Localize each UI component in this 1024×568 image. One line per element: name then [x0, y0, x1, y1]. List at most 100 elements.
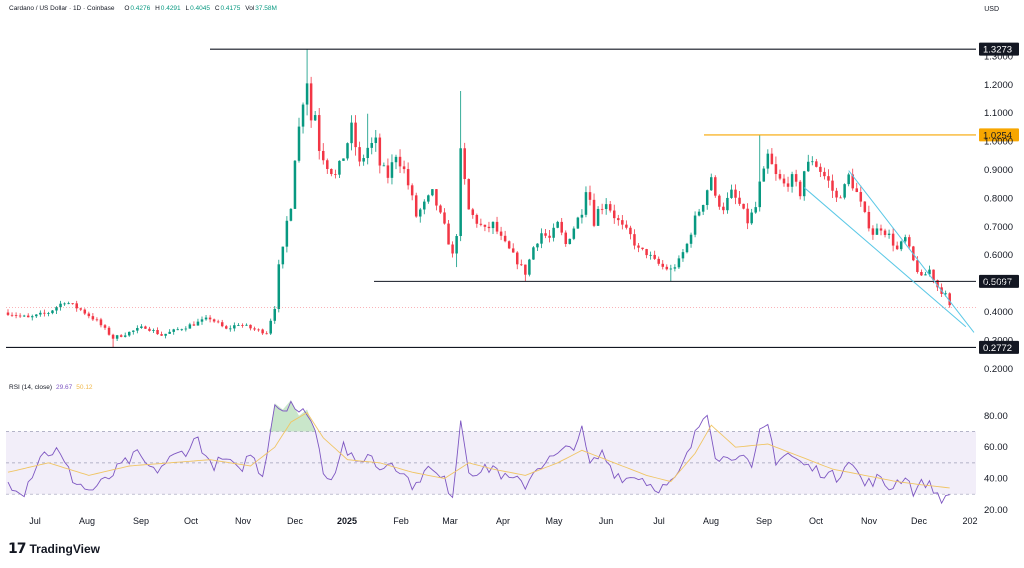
candle-body	[479, 223, 483, 225]
price-axis[interactable]: 0.2000 0.3000 0.4000 0.5000 0.6000 0.7000 0.80…	[984, 51, 1013, 374]
rsi-title[interactable]: RSI (14, close)	[9, 384, 52, 391]
candle-body	[507, 241, 511, 249]
candle-body	[596, 208, 600, 226]
candle-body	[358, 147, 361, 162]
candle-body	[649, 254, 652, 256]
candle-body	[269, 320, 272, 334]
candle-body	[895, 245, 899, 250]
candle-body	[774, 164, 778, 175]
candle-body	[742, 203, 745, 209]
candle-body	[786, 183, 790, 187]
candle-body	[43, 312, 46, 314]
candle-body	[528, 259, 531, 275]
candle-body	[91, 316, 95, 320]
candle-body	[718, 195, 721, 207]
candle-body	[709, 177, 713, 191]
candle-body	[600, 208, 604, 210]
candle-body	[722, 206, 725, 211]
candle-body	[107, 327, 111, 335]
wedge-upper-line	[848, 170, 975, 333]
time-tick-8: Mar	[442, 516, 458, 526]
candle-body	[257, 329, 260, 331]
price-tick-2: 0.4000	[984, 307, 1013, 318]
candle-body	[770, 153, 774, 165]
candle-body	[285, 220, 289, 247]
symbol-title[interactable]: Cardano / US Dollar · 1D · Coinbase	[9, 5, 115, 12]
candle-body	[6, 312, 10, 315]
candle-body	[354, 122, 357, 148]
price-tick-10: 1.2000	[984, 80, 1013, 91]
candle-body	[730, 189, 733, 198]
candle-body	[903, 237, 907, 242]
candle-body	[35, 314, 38, 317]
rsi-tick-3: 20.00	[984, 505, 1008, 516]
candle-body	[378, 137, 382, 166]
candle-body	[22, 315, 26, 317]
candle-body	[855, 188, 859, 193]
time-tick-15: Oct	[809, 516, 824, 526]
candle-body	[164, 333, 167, 336]
price-tick-7: 0.9000	[984, 165, 1013, 176]
candle-body	[847, 174, 850, 185]
candle-body	[152, 330, 155, 331]
candle-body	[233, 325, 236, 329]
candle-body	[289, 208, 293, 221]
support-mid-label: 0.5097	[983, 277, 1012, 288]
candle-body	[536, 243, 539, 248]
candle-body	[475, 214, 479, 224]
candle-body	[705, 190, 709, 206]
volume-key: Vol	[245, 5, 255, 12]
candle-body	[313, 115, 317, 121]
candle-body	[402, 166, 406, 170]
candle-body	[738, 197, 741, 204]
time-tick-7: Feb	[393, 516, 409, 526]
candle-body	[196, 321, 200, 326]
candle-body	[51, 310, 54, 314]
rsi-ma-line	[7, 412, 950, 489]
support-mid-tag	[979, 274, 1019, 288]
time-axis[interactable]: Jul Aug Sep Oct Nov Dec 2025 Feb Mar Apr May Jun Jul…	[29, 516, 977, 526]
candle-body	[439, 205, 442, 213]
candle-body	[580, 214, 584, 218]
candle-body	[790, 174, 794, 187]
candle-body	[734, 189, 737, 198]
candle-body	[431, 189, 434, 196]
candle-body	[63, 303, 66, 305]
tradingview-brand[interactable]: 17 TradingView	[8, 541, 100, 557]
candle-body	[806, 161, 810, 172]
candle-body	[592, 199, 596, 226]
price-tick-8: 1.0000	[984, 137, 1013, 148]
candle-body	[220, 322, 224, 327]
tradingview-logo-icon: 17	[8, 541, 27, 557]
candle-body	[491, 221, 495, 229]
candle-body	[564, 232, 568, 245]
candle-body	[180, 329, 184, 331]
candle-body	[346, 143, 349, 159]
high-value: 0.4291	[160, 5, 181, 12]
candle-body	[317, 115, 321, 151]
candle-body	[714, 177, 717, 196]
candle-body	[487, 226, 491, 229]
candle-body	[924, 274, 927, 276]
candle-body	[576, 217, 580, 229]
time-tick-11: Jun	[599, 516, 614, 526]
candle-body	[532, 247, 535, 260]
candle-body	[750, 212, 753, 224]
candle-body	[657, 258, 660, 264]
candle-body	[200, 319, 204, 322]
candle-body	[766, 153, 770, 169]
candle-body	[653, 254, 656, 259]
candle-body	[132, 330, 135, 332]
candle-body	[471, 209, 475, 215]
candle-body	[463, 148, 466, 180]
candle-body	[839, 197, 842, 199]
candle-body	[552, 227, 555, 238]
rsi-ma-value: 50.12	[76, 384, 93, 391]
candle-body	[802, 171, 806, 197]
open-key: O	[124, 5, 130, 12]
candle-body	[443, 212, 446, 224]
price-overlay: 1.3273 1.0254 0.5097 0.2772	[6, 42, 1019, 354]
candle-body	[778, 174, 782, 179]
time-tick-4: Nov	[235, 516, 252, 526]
